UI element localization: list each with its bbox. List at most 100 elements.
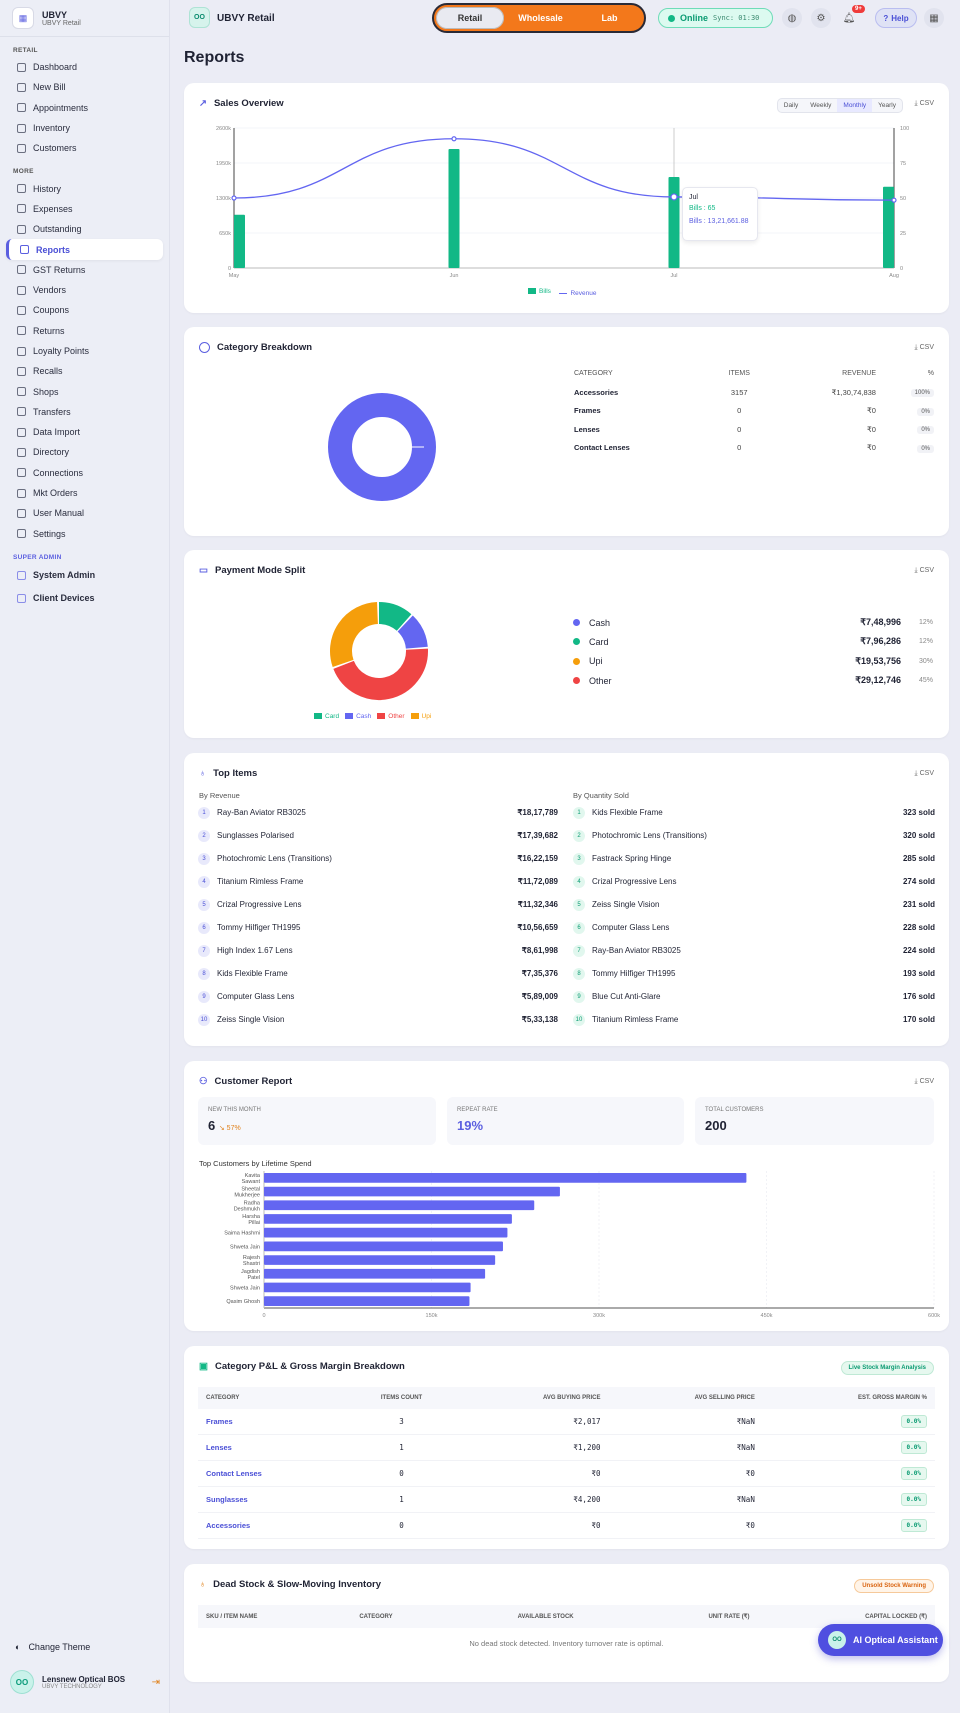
col-items: ITEMS — [728, 369, 750, 377]
sidebar-item-gst-returns[interactable]: GST Returns — [0, 260, 169, 280]
bar-bills-aug — [883, 186, 894, 268]
item-value: 228 sold — [902, 923, 935, 932]
legend-label: Cash — [356, 712, 372, 720]
y-tick: Shweta Jain — [230, 1285, 260, 1291]
mode-lab-button[interactable]: Lab — [575, 13, 644, 23]
mode-retail-button[interactable]: Retail — [436, 7, 504, 29]
ai-assistant-label: AI Optical Assistant — [853, 1635, 938, 1645]
donut-slice-cash — [397, 615, 428, 650]
col-avg-selling: AVG SELLING PRICE — [608, 1387, 763, 1409]
store-switch-icon[interactable]: ▦ — [924, 8, 944, 28]
x-tick: 0 — [262, 1313, 265, 1319]
palette-icon[interactable]: ◍ — [782, 8, 802, 28]
mode-wholesale-button[interactable]: Wholesale — [506, 13, 575, 23]
sidebar-item-appointments[interactable]: Appointments — [0, 98, 169, 118]
table-row: Lenses 0 ₹0 0% — [574, 420, 934, 439]
cell-gross-margin: 0.0% — [762, 1486, 935, 1513]
gear-icon[interactable]: ⚙ — [811, 8, 831, 28]
x-tick: 600k — [928, 1313, 940, 1319]
user-profile[interactable]: OO Lensnew Optical BOS UBVY TECHNOLOGY ⇥ — [10, 1670, 160, 1694]
payment-legend: Card Cash Other Upi — [314, 711, 437, 721]
logout-icon[interactable]: ⇥ — [151, 1676, 160, 1688]
ai-assistant-button[interactable]: OO AI Optical Assistant — [818, 1624, 943, 1656]
cell-category-link[interactable]: Frames — [198, 1409, 344, 1435]
cell-category-link[interactable]: Accessories — [198, 1512, 344, 1539]
sidebar-item-client-devices[interactable]: Client Devices — [0, 587, 169, 610]
sidebar-item-connections[interactable]: Connections — [0, 463, 169, 483]
cell-avg-selling: ₹0 — [608, 1460, 763, 1487]
stat-new-label: NEW THIS MONTH — [208, 1107, 261, 1113]
cell-category-link[interactable]: Lenses — [198, 1434, 344, 1461]
sidebar-item-transfers[interactable]: Transfers — [0, 402, 169, 422]
item-value: 176 sold — [902, 992, 935, 1001]
help-button[interactable]: ? Help — [875, 8, 917, 28]
sidebar-item-data-import[interactable]: Data Import — [0, 422, 169, 442]
payment-row: Upi ₹19,53,756 30% — [573, 652, 933, 671]
tab-daily[interactable]: Daily — [783, 102, 799, 109]
sidebar-item-shops[interactable]: Shops — [0, 381, 169, 401]
sidebar-item-settings[interactable]: Settings — [0, 524, 169, 544]
cell-category-link[interactable]: Sunglasses — [198, 1486, 344, 1513]
customer-csv-button[interactable]: ⤓ CSV — [914, 1078, 934, 1085]
sales-csv-button[interactable]: ⤓ CSV — [914, 100, 934, 107]
cell-items: 0 — [737, 424, 742, 434]
item-name: Kids Flexible Frame — [592, 808, 663, 817]
tab-yearly[interactable]: Yearly — [878, 102, 896, 109]
sidebar-item-system-admin[interactable]: System Admin — [0, 564, 169, 587]
sidebar-item-mkt-orders[interactable]: Mkt Orders — [0, 483, 169, 503]
brand[interactable]: ▦ UBVY UBVY Retail — [0, 0, 169, 37]
inventory-icon — [17, 123, 26, 133]
rank-badge: 1 — [198, 806, 210, 819]
sidebar-item-reports[interactable]: Reports — [6, 239, 163, 260]
sidebar-item-label: Settings — [33, 528, 66, 539]
y-left-tick: 1300k — [216, 196, 231, 202]
sidebar-item-returns[interactable]: Returns — [0, 321, 169, 341]
change-theme-button[interactable]: ◐ Change Theme — [15, 1642, 90, 1652]
bell-icon[interactable]: 🔔︎ — [842, 12, 856, 24]
pct-badge: 0% — [917, 407, 934, 416]
sidebar-item-user-manual[interactable]: User Manual — [0, 503, 169, 523]
sidebar-item-customers[interactable]: Customers — [0, 138, 169, 158]
sidebar-item-dashboard[interactable]: Dashboard — [0, 57, 169, 77]
cell-category-link[interactable]: Contact Lenses — [198, 1460, 344, 1487]
sync-timer: Sync: 01:30 — [713, 14, 760, 22]
tab-weekly[interactable]: Weekly — [810, 102, 832, 109]
csv-label: CSV — [919, 100, 934, 107]
stat-repeat-value: 19% — [457, 1118, 484, 1133]
list-item: 9 Computer Glass Lens ₹5,89,009 — [198, 985, 558, 1008]
col-capital-locked: CAPITAL LOCKED (₹) — [757, 1605, 935, 1628]
y-left-tick: 0 — [228, 266, 231, 272]
tab-monthly[interactable]: Monthly — [837, 99, 873, 112]
x-tick: 150k — [426, 1313, 438, 1319]
sidebar-item-expenses[interactable]: Expenses — [0, 199, 169, 219]
sidebar-item-directory[interactable]: Directory — [0, 442, 169, 462]
top-csv-button[interactable]: ⤓ CSV — [914, 770, 934, 777]
payment-mode: Other — [589, 675, 612, 686]
cell-avg-buying: ₹0 — [459, 1512, 609, 1539]
legend-label: Other — [388, 712, 405, 720]
sidebar-item-coupons[interactable]: Coupons — [0, 300, 169, 320]
sidebar-item-recalls[interactable]: Recalls — [0, 361, 169, 381]
sidebar-item-history[interactable]: History — [0, 178, 169, 198]
sidebar-item-loyalty-points[interactable]: Loyalty Points — [0, 341, 169, 361]
empty-row: No dead stock detected. Inventory turnov… — [198, 1628, 935, 1658]
stat-new-number: 6 — [208, 1118, 216, 1133]
x-tick: Jun — [450, 273, 459, 279]
category-csv-button[interactable]: ⤓ CSV — [914, 344, 934, 351]
help-icon: ? — [883, 13, 889, 23]
sales-legend: Bills Revenue — [528, 286, 602, 297]
empty-message: No dead stock detected. Inventory turnov… — [469, 1638, 664, 1648]
sidebar-item-inventory[interactable]: Inventory — [0, 118, 169, 138]
sidebar-item-new-bill[interactable]: New Bill — [0, 77, 169, 97]
list-item: 8 Tommy Hilfiger TH1995 193 sold — [573, 962, 935, 985]
sidebar-item-outstanding[interactable]: Outstanding — [0, 219, 169, 239]
legend-upi: Upi — [410, 713, 431, 720]
donut-slice-upi — [330, 602, 379, 668]
sidebar-item-vendors[interactable]: Vendors — [0, 280, 169, 300]
rank-badge: 5 — [198, 898, 210, 911]
payment-csv-button[interactable]: ⤓ CSV — [914, 567, 934, 574]
list-item: 5 Crizal Progressive Lens ₹11,32,346 — [198, 893, 558, 916]
item-name: Computer Glass Lens — [592, 923, 670, 932]
payment-pct: 30% — [918, 657, 933, 665]
